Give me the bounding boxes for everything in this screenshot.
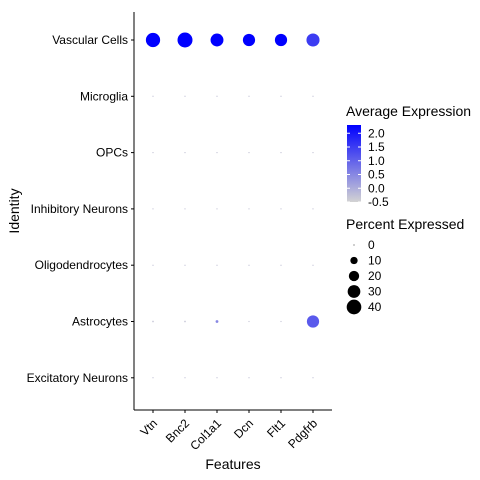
dot-astrocytes-pdgfrb xyxy=(306,315,320,328)
dot-inhibitory-neurons-flt1 xyxy=(280,208,282,210)
size-legend-dot xyxy=(347,285,361,298)
dot-oligodendrocytes-pdgfrb xyxy=(312,264,314,266)
dot-excitatory-neurons-bnc2 xyxy=(184,377,186,379)
dot-excitatory-neurons-dcn xyxy=(248,377,250,379)
dot-vascular-cells-pdgfrb xyxy=(306,33,320,47)
dot-oligodendrocytes-bnc2 xyxy=(184,264,186,266)
x-axis-title: Features xyxy=(205,456,260,472)
color-legend-tick-label: -0.5 xyxy=(368,195,389,209)
dot-astrocytes-bnc2 xyxy=(184,320,186,323)
dot-opcs-col1a1 xyxy=(216,151,218,154)
dot-excitatory-neurons-pdgfrb xyxy=(312,377,314,379)
size-legend-label: 30 xyxy=(368,285,382,299)
y-tick-label: OPCs xyxy=(96,146,128,160)
dot-astrocytes-vtn xyxy=(152,320,154,323)
dot-excitatory-neurons-col1a1 xyxy=(216,377,218,379)
color-legend-tick-label: 1.5 xyxy=(368,140,385,154)
y-axis-title: Identity xyxy=(6,188,22,233)
x-tick-label: Col1a1 xyxy=(187,416,224,453)
color-legend-tick-label: 0.5 xyxy=(368,168,385,182)
dot-opcs-bnc2 xyxy=(184,151,186,154)
dot-oligodendrocytes-vtn xyxy=(152,264,154,266)
size-legend-label: 10 xyxy=(368,254,382,268)
dot-inhibitory-neurons-vtn xyxy=(152,208,154,210)
size-legend-label: 20 xyxy=(368,269,382,283)
size-legend-label: 40 xyxy=(368,300,382,314)
x-tick-label: Pdgfrb xyxy=(285,416,320,451)
y-tick-label: Astrocytes xyxy=(72,315,128,329)
color-legend-tick-label: 1.0 xyxy=(368,154,385,168)
size-legend-dot xyxy=(353,244,355,246)
dot-astrocytes-col1a1 xyxy=(215,320,219,323)
x-tick-label: Bnc2 xyxy=(163,416,192,445)
dot-microglia-bnc2 xyxy=(184,95,186,97)
dot-inhibitory-neurons-dcn xyxy=(248,208,250,210)
y-tick-label: Microglia xyxy=(80,89,128,103)
dot-microglia-dcn xyxy=(248,95,250,97)
dot-astrocytes-dcn xyxy=(248,320,250,323)
plot-area xyxy=(145,32,320,379)
x-tick-label: Vtn xyxy=(137,416,160,439)
color-legend-bar xyxy=(347,125,361,202)
dot-inhibitory-neurons-pdgfrb xyxy=(312,208,314,210)
dot-inhibitory-neurons-col1a1 xyxy=(216,208,218,210)
color-legend-tick-label: 2.0 xyxy=(368,126,385,140)
dot-vascular-cells-dcn xyxy=(242,33,256,47)
dot-microglia-vtn xyxy=(152,95,154,97)
dot-oligodendrocytes-col1a1 xyxy=(216,264,218,266)
dot-vascular-cells-flt1 xyxy=(274,33,288,47)
dot-microglia-pdgfrb xyxy=(312,95,314,97)
dot-microglia-col1a1 xyxy=(216,95,218,97)
color-legend: Average Expression 2.01.51.00.50.0-0.5 xyxy=(346,103,471,209)
color-legend-tick-label: 0.0 xyxy=(368,181,385,195)
y-tick-label: Excitatory Neurons xyxy=(27,371,128,385)
dot-opcs-flt1 xyxy=(280,151,282,154)
y-tick-label: Vascular Cells xyxy=(52,33,128,47)
dot-excitatory-neurons-flt1 xyxy=(280,377,282,379)
dot-vascular-cells-vtn xyxy=(145,32,161,48)
dot-oligodendrocytes-dcn xyxy=(248,264,250,266)
dot-excitatory-neurons-vtn xyxy=(152,377,154,379)
dot-astrocytes-flt1 xyxy=(280,320,282,323)
size-legend-title: Percent Expressed xyxy=(346,216,464,232)
size-legend-dot xyxy=(348,270,360,282)
dot-opcs-pdgfrb xyxy=(312,151,314,154)
size-legend-dot xyxy=(350,256,358,265)
dot-inhibitory-neurons-bnc2 xyxy=(184,208,186,210)
x-tick-label: Flt1 xyxy=(264,416,288,440)
color-legend-title: Average Expression xyxy=(346,103,471,119)
size-legend-label: 0 xyxy=(368,238,375,252)
color-legend-ticks: 2.01.51.00.50.0-0.5 xyxy=(347,126,389,209)
y-tick-label: Oligodendrocytes xyxy=(35,258,128,272)
x-tick-label: Dcn xyxy=(231,416,256,441)
dot-vascular-cells-bnc2 xyxy=(177,32,193,48)
y-tick-label: Inhibitory Neurons xyxy=(31,202,128,216)
dot-microglia-flt1 xyxy=(280,95,282,97)
dot-opcs-dcn xyxy=(248,151,250,154)
dot-opcs-vtn xyxy=(152,151,154,154)
dot-vascular-cells-col1a1 xyxy=(210,33,224,47)
dot-oligodendrocytes-flt1 xyxy=(280,264,282,266)
y-axis-tick-labels: Vascular Cells Microglia OPCs Inhibitory Ne… xyxy=(27,33,134,385)
size-legend-dot xyxy=(346,299,362,315)
